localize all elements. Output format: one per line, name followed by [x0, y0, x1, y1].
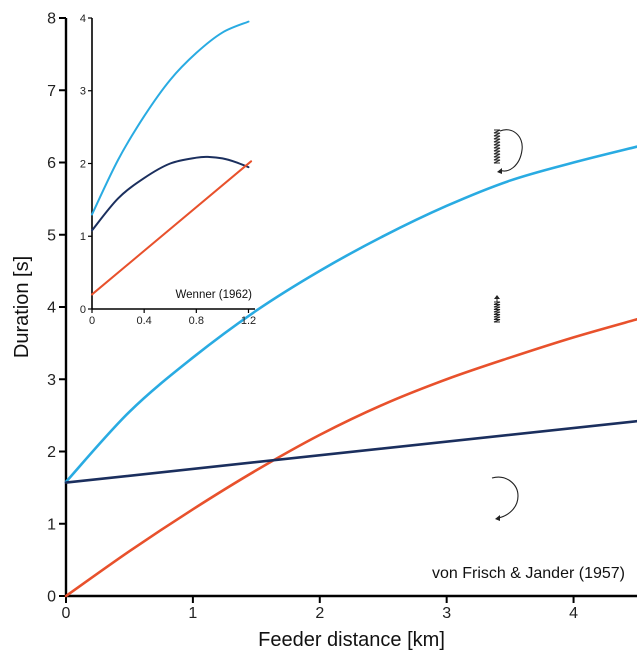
x-axis-title: Feeder distance [km]: [258, 629, 445, 651]
x-tick-label: 1.2: [241, 315, 256, 327]
series-line-2: [91, 155, 250, 232]
y-tick-label: 4: [80, 13, 86, 25]
x-tick-label: 0.4: [137, 315, 152, 327]
y-tick-label: 3: [80, 86, 86, 98]
x-tick-label: 0.8: [189, 315, 204, 327]
y-tick-label: 7: [47, 83, 56, 100]
y-tick-label: 1: [47, 516, 56, 533]
x-tick-label: 1: [188, 605, 197, 622]
y-tick-label: 3: [47, 372, 56, 389]
source-annotation: Wenner (1962): [176, 289, 253, 301]
y-tick-label: 0: [80, 304, 86, 316]
main-plot: 0 1 2 3 4 0 1 2 3 4 5 6 7 8 Feeder distance [km] Durati…: [11, 11, 637, 651]
x-tick-label: 2: [315, 605, 324, 622]
y-tick-label: 2: [47, 444, 56, 461]
x-tick-label: 0: [62, 605, 71, 622]
series-line-3: [64, 419, 637, 484]
series-line-3: [91, 160, 253, 296]
y-tick-label: 5: [47, 227, 56, 244]
y-tick-label: 4: [47, 300, 56, 317]
round-dance-icon: [491, 476, 519, 521]
y-tick-label: 1: [80, 231, 86, 243]
dance-icons: [491, 129, 523, 521]
waggle-dance-icon: [493, 129, 523, 174]
series-line-1: [91, 20, 250, 216]
y-tick-label: 0: [47, 589, 56, 606]
y-tick-label: 2: [80, 158, 86, 170]
y-tick-label: 8: [47, 11, 56, 28]
inset-plot: 0 0.4 0.8 1.2 0 1 2 3 4 Wenner (1962): [80, 13, 256, 327]
series-line-2: [64, 317, 637, 598]
y-tick-label: 6: [47, 155, 56, 172]
x-tick-label: 4: [569, 605, 578, 622]
source-annotation: von Frisch & Jander (1957): [432, 565, 625, 582]
y-axis-title: Duration [s]: [11, 256, 33, 358]
x-tick-label: 0: [89, 315, 95, 327]
x-tick-label: 3: [442, 605, 451, 622]
sickle-dance-icon: [493, 295, 501, 323]
series-line-1: [64, 145, 637, 484]
